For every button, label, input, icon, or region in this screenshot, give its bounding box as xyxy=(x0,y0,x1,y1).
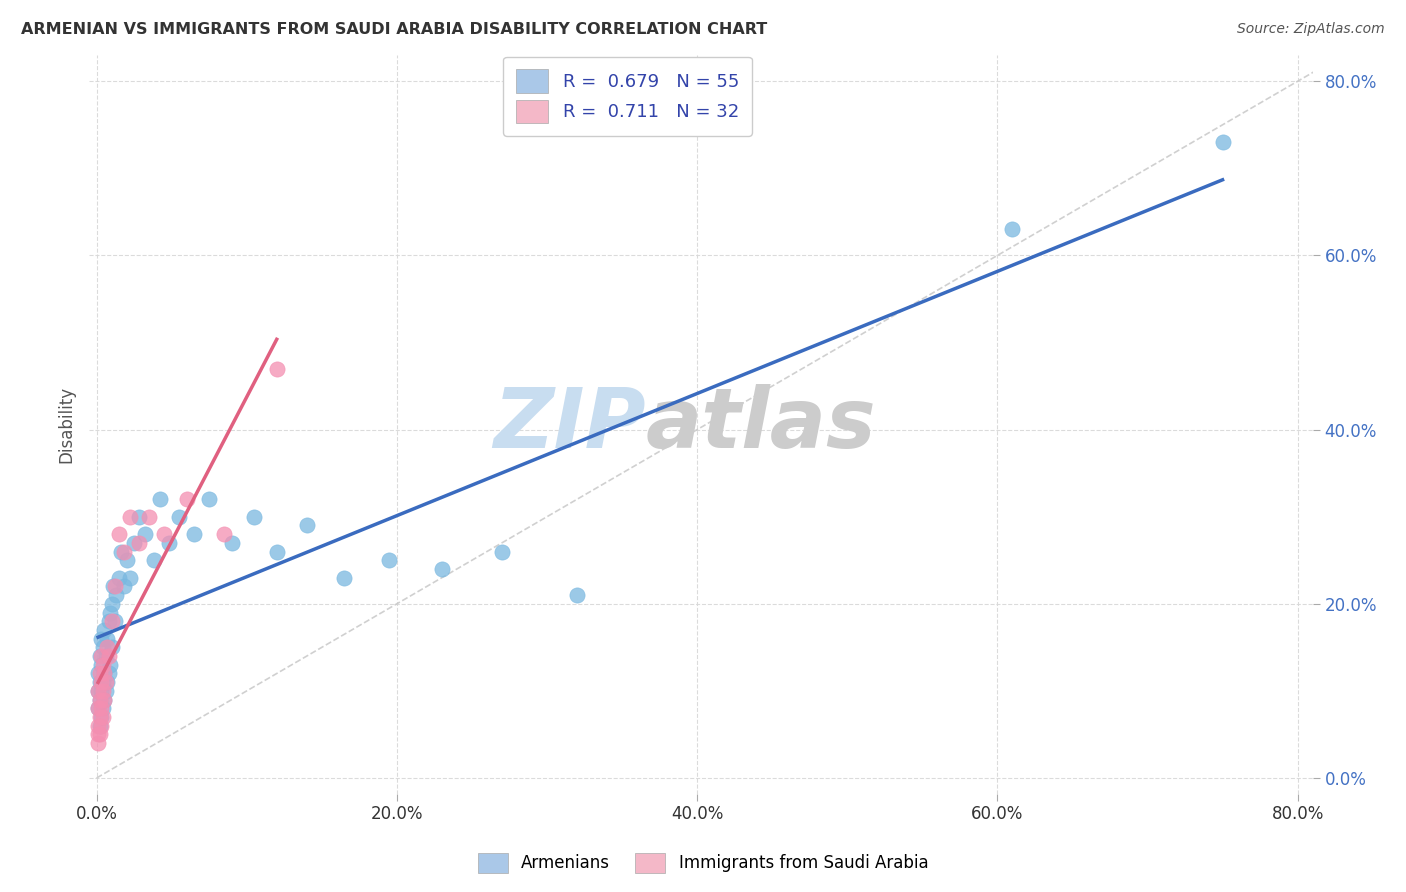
Point xyxy=(176,492,198,507)
Point xyxy=(153,527,176,541)
Point xyxy=(87,684,110,698)
Point xyxy=(87,701,110,715)
Point xyxy=(89,719,111,733)
Point xyxy=(90,710,112,724)
Y-axis label: Disability: Disability xyxy=(58,386,75,463)
Point xyxy=(93,666,115,681)
Point xyxy=(565,588,588,602)
Text: atlas: atlas xyxy=(645,384,876,465)
Point xyxy=(112,544,135,558)
Point xyxy=(90,684,112,698)
Point xyxy=(91,640,114,655)
Point xyxy=(1001,222,1024,236)
Point xyxy=(138,509,160,524)
Point xyxy=(91,684,114,698)
Point xyxy=(87,727,110,741)
Text: ARMENIAN VS IMMIGRANTS FROM SAUDI ARABIA DISABILITY CORRELATION CHART: ARMENIAN VS IMMIGRANTS FROM SAUDI ARABIA… xyxy=(21,22,768,37)
Point xyxy=(100,597,122,611)
Point xyxy=(266,544,288,558)
Point xyxy=(98,606,121,620)
Point xyxy=(430,562,453,576)
Point xyxy=(118,571,141,585)
Point xyxy=(183,527,205,541)
Point xyxy=(89,649,111,664)
Point xyxy=(94,675,117,690)
Point xyxy=(94,649,117,664)
Point xyxy=(108,571,131,585)
Point xyxy=(87,666,110,681)
Text: ZIP: ZIP xyxy=(494,384,645,465)
Point xyxy=(87,736,110,750)
Point xyxy=(89,710,111,724)
Point xyxy=(101,579,124,593)
Point xyxy=(108,527,131,541)
Legend: Armenians, Immigrants from Saudi Arabia: Armenians, Immigrants from Saudi Arabia xyxy=(471,847,935,880)
Point xyxy=(91,675,114,690)
Point xyxy=(89,727,111,741)
Point xyxy=(91,701,114,715)
Point xyxy=(243,509,266,524)
Point xyxy=(149,492,172,507)
Text: Source: ZipAtlas.com: Source: ZipAtlas.com xyxy=(1237,22,1385,37)
Point xyxy=(90,632,112,646)
Point xyxy=(90,657,112,672)
Point xyxy=(89,666,111,681)
Point xyxy=(93,623,115,637)
Point xyxy=(93,666,115,681)
Point xyxy=(167,509,190,524)
Point xyxy=(157,536,180,550)
Point xyxy=(491,544,513,558)
Point xyxy=(90,675,112,690)
Point xyxy=(96,640,118,655)
Point xyxy=(87,684,110,698)
Point xyxy=(96,675,118,690)
Point xyxy=(89,675,111,690)
Point xyxy=(104,579,127,593)
Point xyxy=(97,614,120,628)
Point xyxy=(100,614,122,628)
Point xyxy=(134,527,156,541)
Point xyxy=(333,571,356,585)
Point xyxy=(91,710,114,724)
Point xyxy=(118,509,141,524)
Point xyxy=(221,536,243,550)
Point xyxy=(90,649,112,664)
Point xyxy=(98,657,121,672)
Point xyxy=(128,509,150,524)
Point xyxy=(97,649,120,664)
Point xyxy=(115,553,138,567)
Point xyxy=(378,553,401,567)
Legend: R =  0.679   N = 55, R =  0.711   N = 32: R = 0.679 N = 55, R = 0.711 N = 32 xyxy=(503,57,752,136)
Point xyxy=(89,692,111,706)
Point xyxy=(94,684,117,698)
Point xyxy=(87,701,110,715)
Point xyxy=(91,657,114,672)
Point xyxy=(212,527,235,541)
Point xyxy=(1212,135,1234,149)
Point xyxy=(93,692,115,706)
Point xyxy=(105,588,128,602)
Point xyxy=(104,614,127,628)
Point xyxy=(96,632,118,646)
Point xyxy=(266,361,288,376)
Point xyxy=(87,719,110,733)
Point xyxy=(112,579,135,593)
Point xyxy=(295,518,318,533)
Point xyxy=(93,692,115,706)
Point xyxy=(97,666,120,681)
Point xyxy=(110,544,132,558)
Point xyxy=(122,536,145,550)
Point xyxy=(198,492,221,507)
Point xyxy=(89,692,111,706)
Point xyxy=(128,536,150,550)
Point xyxy=(90,719,112,733)
Point xyxy=(142,553,165,567)
Point xyxy=(90,701,112,715)
Point xyxy=(100,640,122,655)
